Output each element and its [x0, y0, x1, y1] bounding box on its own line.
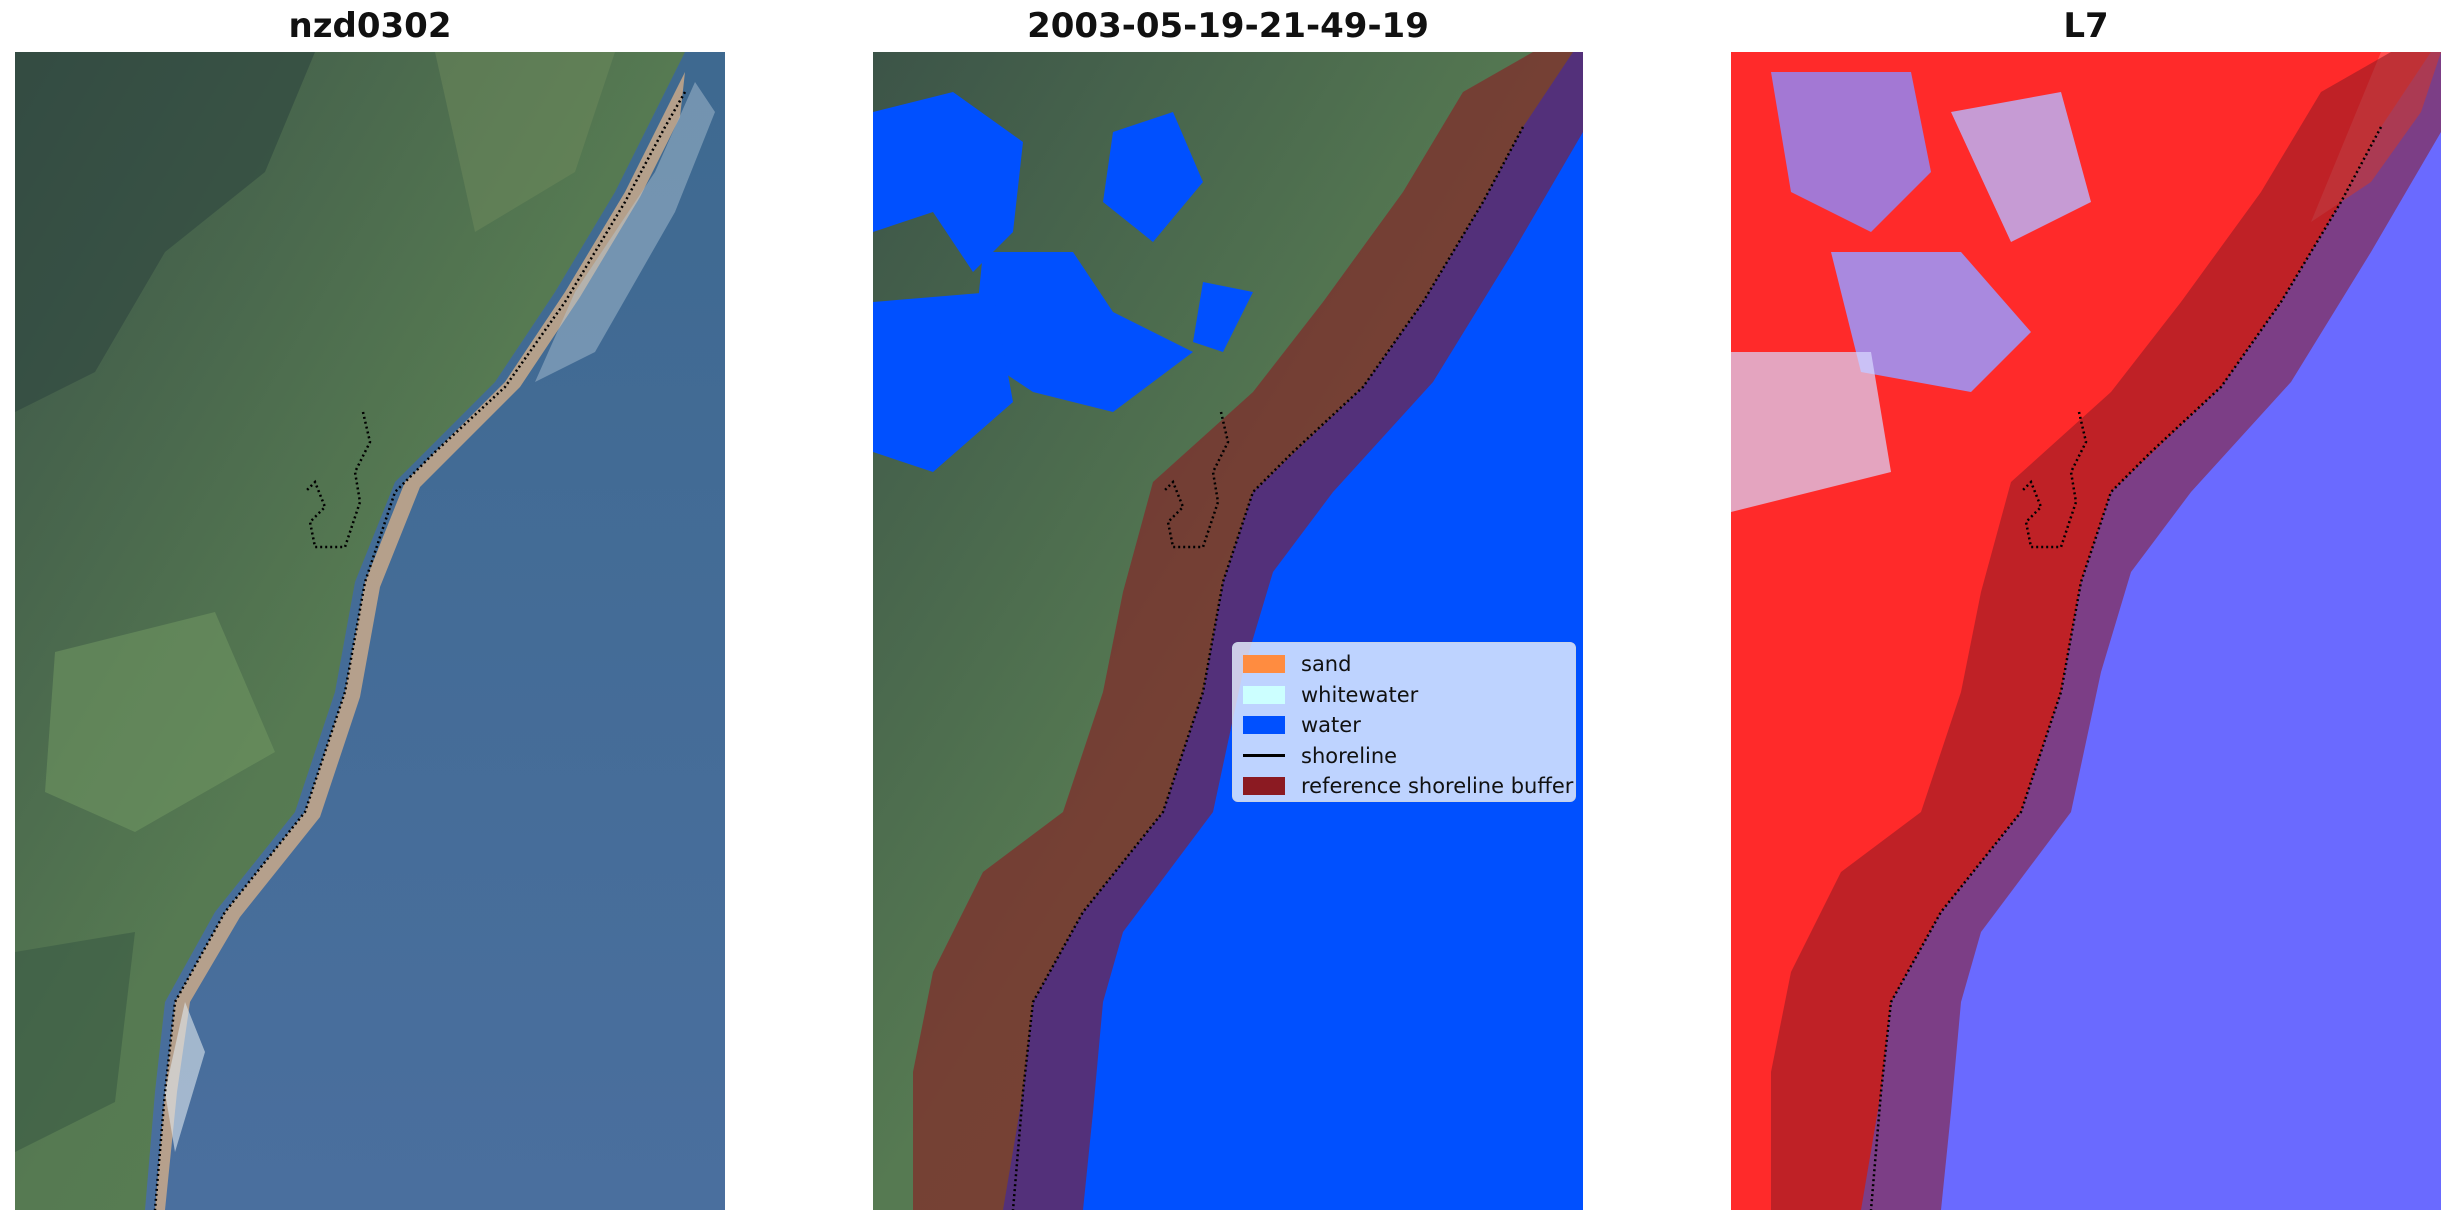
index-image-panel [1731, 52, 2441, 1210]
legend-label: reference shoreline buffer [1301, 774, 1574, 799]
legend-line-shoreline [1243, 754, 1285, 758]
classified-image-panel [873, 52, 1583, 1210]
index-image [1731, 52, 2441, 1210]
panel-title-rgb: nzd0302 [288, 6, 452, 46]
legend: sand whitewater water shoreline referenc… [1232, 642, 1576, 802]
land-area [15, 52, 685, 1210]
legend-swatch-water [1243, 716, 1285, 735]
legend-swatch-sand [1243, 655, 1285, 674]
legend-swatch-buffer [1243, 777, 1285, 796]
legend-label: shoreline [1301, 743, 1398, 768]
legend-item-water: water [1243, 710, 1565, 741]
legend-label: sand [1301, 652, 1352, 677]
rgb-image [15, 52, 725, 1210]
rgb-image-panel [15, 52, 725, 1210]
buffer-band [913, 52, 1583, 1210]
beach-strip [155, 72, 685, 1210]
panel-title-classified: 2003-05-19-21-49-19 [1027, 6, 1429, 46]
panel-title-index: L7 [2063, 6, 2109, 46]
legend-item-buffer: reference shoreline buffer [1243, 771, 1573, 802]
legend-label: whitewater [1301, 682, 1419, 707]
legend-item-shoreline: shoreline [1243, 741, 1565, 772]
legend-swatch-whitewater [1243, 685, 1285, 704]
legend-label: water [1301, 713, 1361, 738]
buffer-band-index [1771, 52, 2441, 1210]
legend-item-sand: sand [1243, 649, 1565, 680]
legend-item-whitewater: whitewater [1243, 680, 1565, 711]
shoreline-line [153, 91, 687, 1210]
classified-image [873, 52, 1583, 1210]
